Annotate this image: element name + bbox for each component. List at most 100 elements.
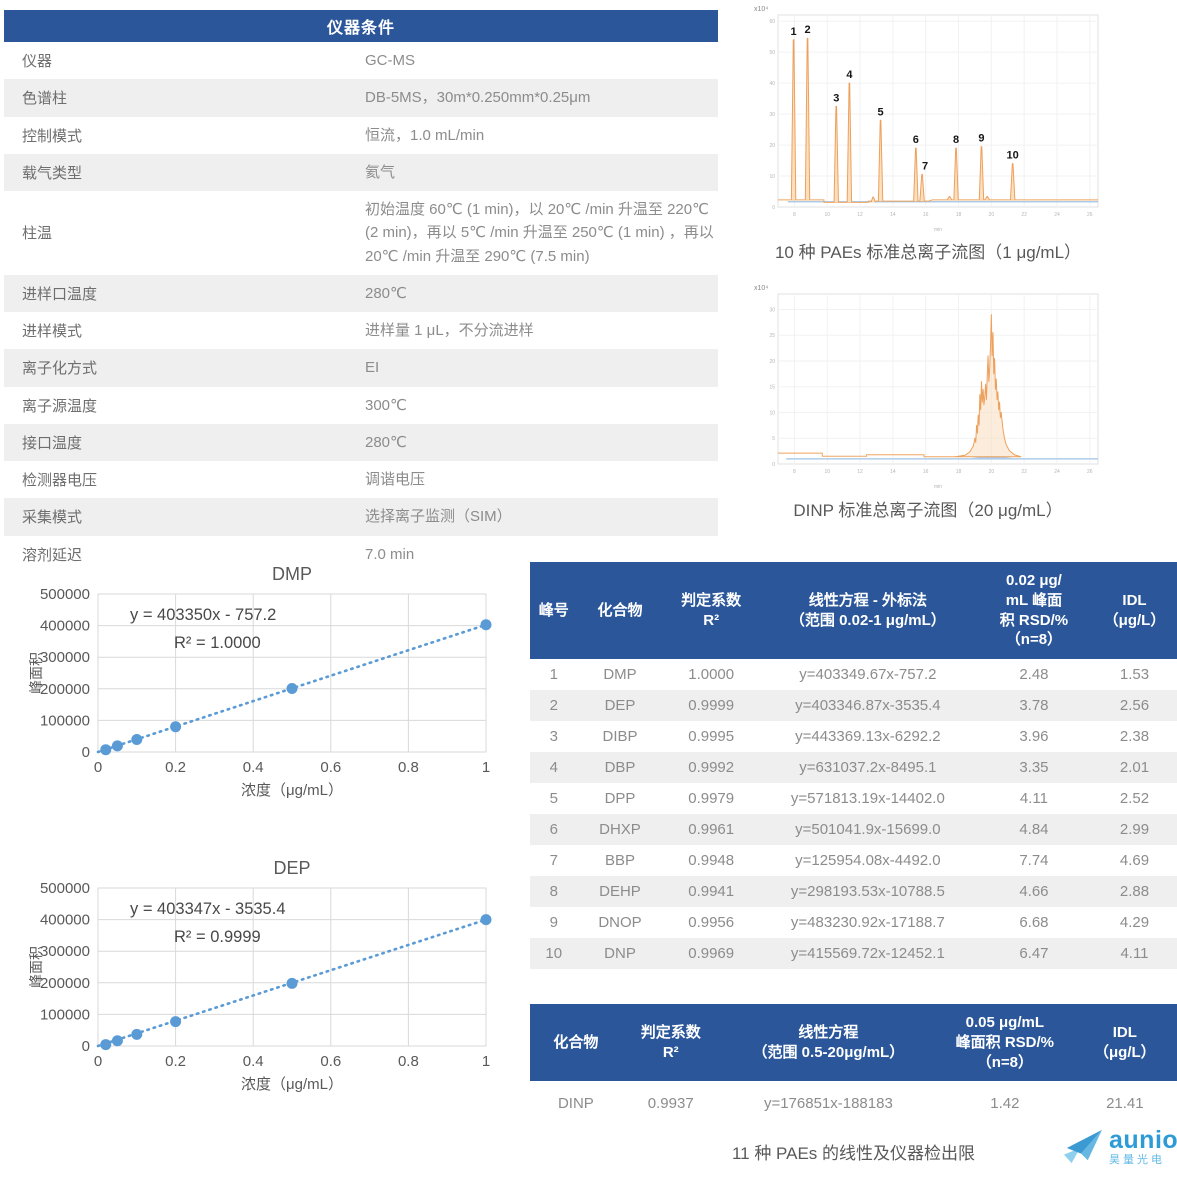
- cell: 6: [549, 821, 558, 839]
- svg-text:4: 4: [846, 69, 853, 81]
- column-header-line: 判定系数: [681, 591, 742, 609]
- condition-label: 柱温: [22, 225, 53, 243]
- svg-text:0.8: 0.8: [398, 759, 419, 776]
- column-header: 线性方程 - 外标法 （范围 0.02-1 μg/mL）: [759, 562, 976, 660]
- cell: y=403349.67x-757.2: [799, 666, 937, 684]
- cell: 1: [549, 666, 558, 684]
- table-row: 色谱柱 DB-5MS，30m*0.250mm*0.25μm: [4, 79, 718, 117]
- condition-value: 300℃: [365, 396, 407, 414]
- column-header-line: 线性方程: [798, 1023, 859, 1041]
- cell: 2.38: [1119, 728, 1150, 746]
- cell: 3.35: [1019, 759, 1049, 777]
- svg-text:0: 0: [94, 759, 102, 776]
- table-header-row: 仪器条件: [4, 10, 718, 42]
- svg-text:5: 5: [878, 106, 884, 118]
- condition-label: 检测器电压: [22, 472, 98, 490]
- svg-text:R² = 0.9999: R² = 0.9999: [174, 928, 261, 946]
- table-row: 9 DNOP 0.9956 y=483230.92x-17188.7 6.68 4.29: [530, 907, 1177, 938]
- condition-value: 选择离子监测（SIM）: [365, 508, 512, 526]
- cell: 0.9961: [688, 821, 735, 839]
- column-header-line: 化合物: [553, 1033, 599, 1051]
- svg-text:0: 0: [772, 205, 775, 211]
- table-row: DINP 0.9937 y=176851x-188183 1.42 21.41: [530, 1081, 1177, 1126]
- svg-text:10: 10: [1007, 150, 1019, 162]
- cell: 7.74: [1019, 852, 1049, 870]
- column-header-line: IDL: [1122, 591, 1147, 609]
- svg-text:5: 5: [772, 436, 775, 442]
- cell: 2.52: [1119, 790, 1150, 808]
- column-header-line: 峰号: [538, 601, 569, 619]
- svg-text:0.6: 0.6: [320, 1053, 341, 1070]
- cell: 6.68: [1019, 914, 1049, 932]
- cell: y=571813.19x-14402.0: [790, 790, 945, 808]
- svg-text:0.8: 0.8: [398, 1053, 419, 1070]
- svg-text:R² = 1.0000: R² = 1.0000: [174, 634, 261, 652]
- svg-text:10: 10: [769, 410, 775, 416]
- cell: 4.66: [1019, 883, 1049, 901]
- cell: 4.69: [1119, 852, 1150, 870]
- cell: 2: [549, 697, 558, 715]
- cell: DBP: [604, 759, 636, 777]
- svg-text:16: 16: [923, 212, 929, 218]
- svg-text:8: 8: [793, 212, 796, 218]
- svg-text:0.4: 0.4: [243, 1053, 264, 1070]
- figure-caption: 11 种 PAEs 的线性及仪器检出限: [731, 1144, 976, 1163]
- svg-text:100000: 100000: [40, 1006, 90, 1023]
- svg-text:100000: 100000: [40, 712, 90, 729]
- table-row: 8 DEHP 0.9941 y=298193.53x-10788.5 4.66 2.88: [530, 876, 1177, 908]
- column-header-line: 0.02 μg/: [1005, 572, 1062, 589]
- cell: 0.9995: [688, 728, 735, 746]
- cell: 3.96: [1019, 728, 1049, 746]
- cell: 4.84: [1019, 821, 1049, 839]
- svg-text:1: 1: [791, 26, 797, 38]
- svg-text:2: 2: [804, 24, 810, 36]
- svg-text:12: 12: [857, 469, 863, 475]
- conditions-table-body: 仪器 GC-MS 色谱柱 DB-5MS，30m*0.250mm*0.25μm 控制模式 恒…: [4, 42, 718, 573]
- cell: 21.41: [1106, 1095, 1144, 1113]
- table-row: 采集模式 选择离子监测（SIM）: [4, 498, 718, 536]
- column-header-line: （n=8）: [976, 1053, 1033, 1071]
- svg-text:16: 16: [923, 469, 929, 475]
- cell: 0.9956: [688, 914, 735, 932]
- column-header-line: mL 峰面: [1005, 591, 1063, 609]
- svg-text:12: 12: [857, 212, 863, 218]
- svg-text:60: 60: [769, 19, 775, 25]
- dinp-linearity-table-head: 化合物 判定系数 R² 线性方程 （范围 0.5-20μg/mL） 0.05 μg/mL 峰…: [530, 1004, 1177, 1082]
- cell: DMP: [603, 666, 637, 684]
- dinp-chromatogram-chart: 8 10 12 14 16 18 20 22 24 26 0 5 10 15 20 25 30 x10⁴ min: [754, 285, 1099, 490]
- brand-logo: aunion 昊量光电: [1062, 1128, 1177, 1166]
- svg-text:DMP: DMP: [272, 564, 312, 584]
- condition-label: 进样口温度: [22, 285, 98, 303]
- conditions-table-head: 仪器条件: [4, 10, 718, 42]
- svg-text:300000: 300000: [40, 943, 90, 960]
- condition-label: 色谱柱: [22, 90, 68, 108]
- cell: 2.56: [1119, 697, 1150, 715]
- column-header-line: 化合物: [597, 601, 643, 619]
- svg-text:0.2: 0.2: [165, 759, 186, 776]
- cell: y=403346.87x-3535.4: [795, 697, 941, 715]
- table-row: 2 DEP 0.9999 y=403346.87x-3535.4 3.78 2.56: [530, 690, 1177, 722]
- dep-calibration-chart: 0 100000 200000 300000 400000 500000 0 0.2 0.4 0.…: [28, 858, 492, 1093]
- table-row: 控制模式 恒流，1.0 mL/min: [4, 117, 718, 154]
- table-row: 10 DNP 0.9969 y=415569.72x-12452.1 6.47 4.11: [530, 938, 1177, 970]
- svg-text:x10⁴: x10⁴: [754, 285, 768, 292]
- svg-text:15: 15: [769, 385, 775, 391]
- cell: y=501041.9x-15699.0: [795, 821, 941, 839]
- svg-text:30: 30: [769, 307, 775, 313]
- cell: 0.9948: [688, 852, 735, 870]
- svg-text:200000: 200000: [40, 681, 90, 698]
- cell: 7: [549, 852, 558, 870]
- svg-text:x10⁴: x10⁴: [754, 6, 768, 13]
- column-header: 判定系数 R²: [662, 562, 760, 660]
- cell: 0.9969: [688, 945, 735, 963]
- table-row: 6 DHXP 0.9961 y=501041.9x-15699.0 4.84 2.99: [530, 814, 1177, 846]
- column-header-line: （μg/L）: [1094, 1043, 1156, 1061]
- cell: y=176851x-188183: [763, 1095, 893, 1113]
- condition-label: 采集模式: [22, 509, 83, 527]
- conditions-table: 仪器条件 仪器 GC-MS 色谱柱 DB-5MS，30m*0.250mm*0.25μm…: [4, 10, 718, 573]
- cell: DINP: [557, 1095, 594, 1113]
- condition-value: 恒流，1.0 mL/min: [365, 126, 485, 144]
- svg-text:0: 0: [94, 1053, 102, 1070]
- cell: DNP: [604, 945, 636, 963]
